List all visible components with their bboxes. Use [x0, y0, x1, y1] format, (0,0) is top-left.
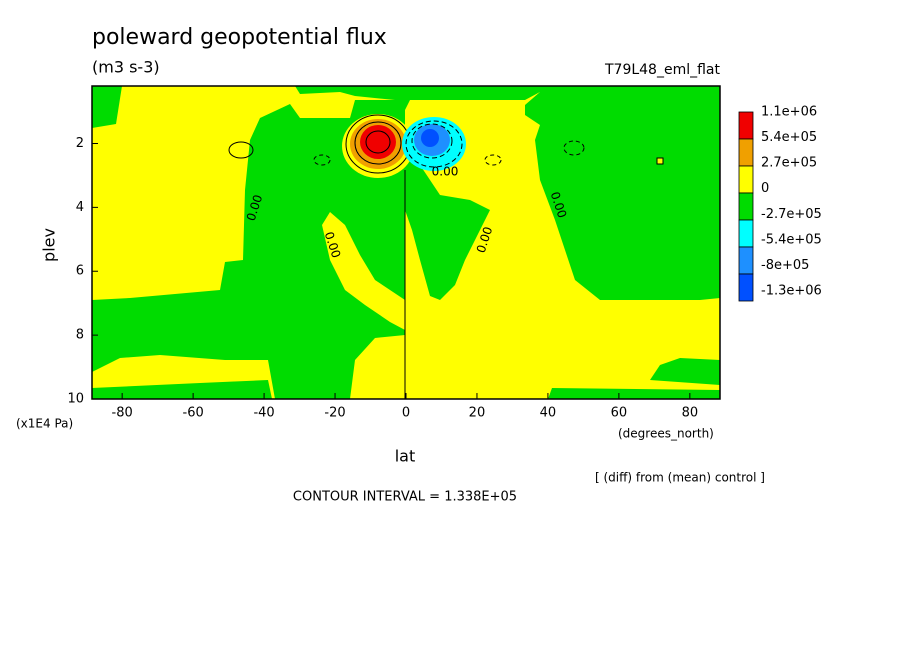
colorbar-label: 2.7e+05 [761, 156, 817, 171]
colorbar-label: 0 [761, 181, 769, 196]
y-tick-label: 6 [76, 264, 84, 279]
y-tick-label: 4 [76, 200, 84, 215]
field-region [92, 86, 122, 128]
contour-line [365, 130, 391, 154]
x-tick-label: -80 [112, 406, 133, 421]
x-tick-label: 20 [469, 406, 486, 421]
x-tick-label: -60 [183, 406, 204, 421]
x-tick-label: -20 [324, 406, 345, 421]
x-tick-label: -40 [253, 406, 274, 421]
contour-line [411, 123, 453, 159]
y-tick-label: 8 [76, 328, 84, 343]
colorbar-label: 5.4e+05 [761, 130, 817, 145]
colorbar-box [738, 192, 754, 221]
contour-field [91, 85, 721, 400]
colorbar-label: 1.1e+06 [761, 105, 817, 120]
colorbar-label: -5.4e+05 [761, 232, 822, 247]
colorbar-box [738, 138, 754, 167]
x-axis-unit: (degrees_north) [618, 427, 714, 441]
colorbar-label: -1.3e+06 [761, 284, 822, 299]
field-region [92, 100, 405, 399]
contour-line [405, 120, 463, 168]
x-axis-label: lat [395, 447, 416, 466]
x-tick-label: 80 [682, 406, 699, 421]
contour-line [313, 154, 331, 166]
contour-line [354, 121, 402, 165]
run-label: T79L48_eml_flat [604, 62, 721, 78]
colorbar-box [738, 165, 754, 194]
colorbar-box [738, 219, 754, 248]
colorbar-box [738, 111, 754, 140]
field-blob [421, 129, 439, 147]
contour-interval: CONTOUR INTERVAL = 1.338E+05 [293, 490, 517, 505]
chart-subtitle: (m3 s-3) [92, 58, 160, 77]
field-region [92, 380, 272, 399]
colorbar-label: -2.7e+05 [761, 207, 822, 222]
field-region [405, 150, 490, 300]
field-region [525, 92, 720, 300]
contour-label: 0.00 [432, 165, 459, 179]
x-tick-label: 60 [611, 406, 628, 421]
colorbar-box [738, 246, 754, 275]
field-region [548, 388, 720, 399]
contour-line [484, 154, 502, 166]
field-region [650, 358, 720, 385]
contour-line [656, 157, 664, 165]
x-tick-label: 40 [540, 406, 557, 421]
field-region [322, 212, 405, 330]
y-tick-label: 10 [67, 392, 84, 407]
y-axis-unit: (x1E4 Pa) [16, 417, 73, 431]
x-tick-label: 0 [402, 406, 410, 421]
colorbar-box [738, 273, 754, 302]
colorbar-label: -8e+05 [761, 258, 809, 273]
contour-line [563, 140, 585, 156]
y-tick-label: 2 [76, 136, 84, 151]
chart-title: poleward geopotential flux [92, 25, 387, 50]
y-axis-label: plev [40, 228, 59, 262]
contour-line [228, 141, 254, 159]
note: [ (diff) from (mean) control ] [595, 471, 765, 485]
field-blob [360, 125, 396, 159]
